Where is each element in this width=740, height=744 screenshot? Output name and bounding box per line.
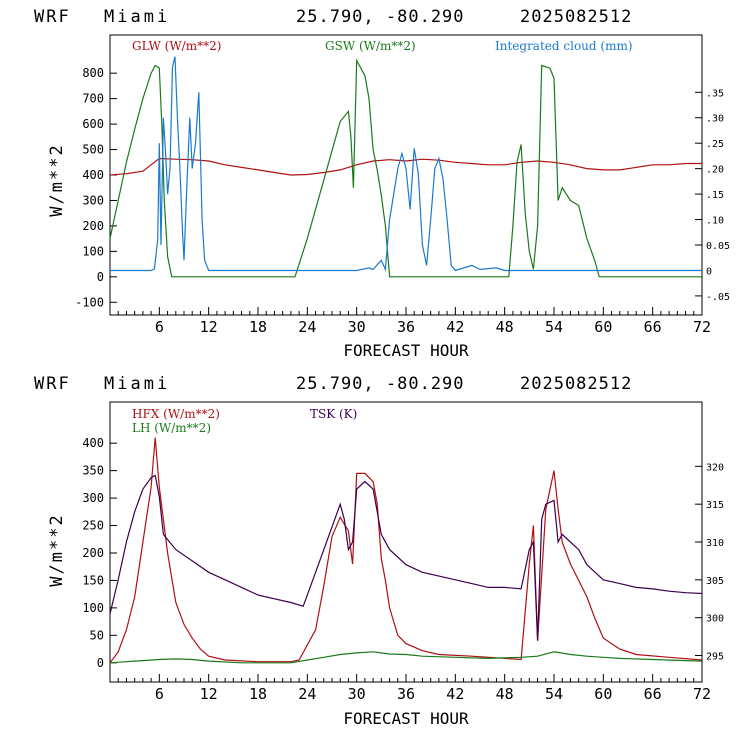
x-tick-label: 18	[249, 318, 267, 336]
x-tick-label: 66	[644, 318, 662, 336]
x-tick-label: 60	[594, 685, 612, 703]
x-ticks-1: 6 12 18 24 30 36 42 48 54 60 66 72	[117, 307, 711, 336]
y2-tick-label: .30	[706, 114, 724, 125]
x-tick-label: 42	[446, 318, 464, 336]
y-tick-label: 400	[82, 436, 104, 450]
x-tick-label: 30	[348, 318, 366, 336]
x-tick-label: 54	[545, 318, 563, 336]
legend-cloud: Integrated cloud (mm)	[495, 39, 633, 53]
header-run-1: 2025082512	[520, 7, 632, 27]
y2-ticks-1: -.05 0 0.05 .10 .15 .20 .25 .30 .35	[695, 88, 730, 303]
header-station-1: Miami	[104, 7, 170, 27]
y-tick-label: 50	[90, 628, 104, 642]
y-tick-label: 200	[82, 219, 104, 233]
x-tick-label: 48	[496, 318, 514, 336]
y2-tick-label: .35	[706, 88, 724, 99]
x-tick-label: 24	[298, 318, 316, 336]
x-tick-label: 42	[446, 685, 464, 703]
y2-tick-label: 0.05	[706, 241, 730, 252]
x-tick-label: 24	[298, 685, 316, 703]
x-tick-label: 36	[397, 685, 415, 703]
y-tick-label: 300	[82, 193, 104, 207]
y2-tick-label: .15	[706, 190, 724, 201]
y-ticks-2: 0 50 100 150 200 250 300 350 400	[82, 436, 117, 670]
x-tick-label: 36	[397, 318, 415, 336]
y-tick-label: 300	[82, 491, 104, 505]
header-station-2: Miami	[104, 374, 170, 394]
y2-tick-label: 305	[706, 576, 724, 587]
series-line	[109, 157, 702, 176]
y2-tick-label: 315	[706, 500, 724, 511]
legend-hfx: HFX (W/m**2)	[132, 407, 220, 421]
y-tick-label: 100	[82, 601, 104, 615]
x-tick-label: 30	[348, 685, 366, 703]
y2-tick-label: .10	[706, 216, 724, 227]
series-line	[109, 437, 703, 664]
x-tick-label: 12	[200, 318, 218, 336]
header-coords-2: 25.790, -80.290	[296, 374, 465, 394]
y2-tick-label: -.05	[706, 292, 730, 303]
x-tick-label: 60	[594, 318, 612, 336]
y-tick-label: 700	[82, 92, 104, 106]
y-tick-label: 150	[82, 573, 104, 587]
header-coords-1: 25.790, -80.290	[296, 7, 465, 27]
y-tick-label: 600	[82, 117, 104, 131]
x-tick-label: 72	[693, 685, 711, 703]
x-tick-label: 54	[545, 685, 563, 703]
y-tick-label: -100	[75, 295, 104, 309]
series-lines-1	[109, 56, 702, 278]
header-model-2: WRF	[34, 374, 71, 394]
y-tick-label: 350	[82, 464, 104, 478]
legend-lh: LH (W/m**2)	[132, 421, 211, 435]
y-tick-label: 500	[82, 143, 104, 157]
y-ticks-1: -100 0 100 200 300 400 500 600 700 800	[75, 66, 117, 309]
y2-tick-label: .20	[706, 165, 724, 176]
y2-tick-label: 310	[706, 538, 724, 549]
x-tick-label: 72	[693, 318, 711, 336]
series-line	[109, 58, 702, 278]
plot-frame-1	[109, 34, 703, 316]
x-axis-label-1: FORECAST HOUR	[343, 341, 469, 360]
y-axis-label-1: W/m**2	[47, 143, 67, 216]
y-tick-label: 100	[82, 244, 104, 258]
x-tick-label: 6	[155, 685, 164, 703]
y2-tick-label: 300	[706, 614, 724, 625]
chart-panel-1: WRF Miami 25.790, -80.290 2025082512 GLW…	[34, 7, 730, 360]
series-line	[110, 56, 702, 272]
legend-tsk: TSK (K)	[310, 407, 357, 421]
y2-tick-label: 295	[706, 652, 724, 663]
x-tick-label: 18	[249, 685, 267, 703]
legend-gsw: GSW (W/m**2)	[325, 39, 416, 53]
header-model-1: WRF	[34, 7, 71, 27]
plot-frame-2	[109, 401, 703, 683]
x-tick-label: 12	[200, 685, 218, 703]
y2-tick-label: 320	[706, 462, 724, 473]
x-tick-label: 6	[155, 318, 164, 336]
y2-tick-label: .25	[706, 139, 724, 150]
x-axis-label-2: FORECAST HOUR	[343, 709, 469, 728]
y2-ticks-2: 295 300 305 310 315 320	[695, 462, 724, 663]
y2-tick-label: 0	[706, 266, 712, 277]
y-tick-label: 400	[82, 168, 104, 182]
y-tick-label: 200	[82, 546, 104, 560]
x-tick-label: 66	[644, 685, 662, 703]
series-lines-2	[109, 437, 703, 664]
y-tick-label: 0	[97, 270, 104, 284]
y-tick-label: 250	[82, 519, 104, 533]
series-line	[109, 474, 703, 641]
chart-panel-2: WRF Miami 25.790, -80.290 2025082512 HFX…	[34, 374, 724, 728]
y-axis-label-2: W/m**2	[47, 513, 67, 586]
header-run-2: 2025082512	[520, 374, 632, 394]
legend-glw: GLW (W/m**2)	[132, 39, 221, 53]
x-ticks-2: 6 12 18 24 30 36 42 48 54 60 66 72	[117, 674, 711, 703]
y-tick-label: 0	[97, 656, 104, 670]
x-tick-label: 48	[496, 685, 514, 703]
series-line	[109, 651, 703, 664]
y-tick-label: 800	[82, 66, 104, 80]
